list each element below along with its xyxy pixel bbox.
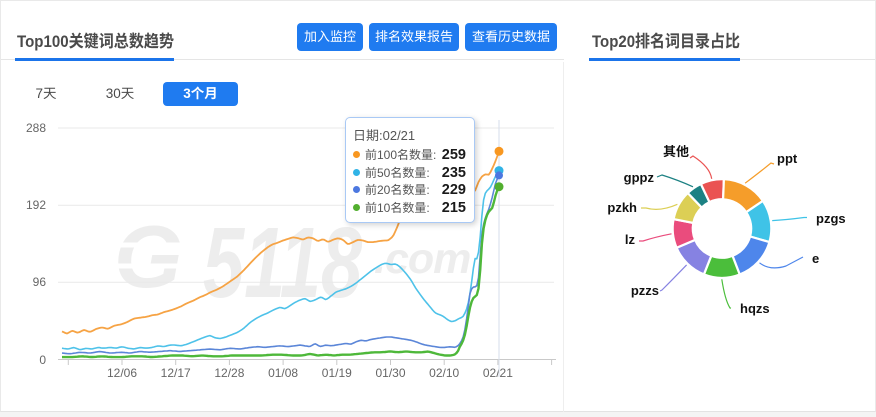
svg-text:其他: 其他 xyxy=(663,144,689,159)
svg-text:G: G xyxy=(114,207,182,306)
svg-text:01/19: 01/19 xyxy=(322,366,352,380)
svg-text:288: 288 xyxy=(26,121,46,135)
svg-text:pzkh: pzkh xyxy=(607,200,637,215)
svg-text:96: 96 xyxy=(33,275,47,289)
svg-text:pzgs: pzgs xyxy=(816,211,846,226)
svg-text:12/17: 12/17 xyxy=(161,366,191,380)
svg-text:192: 192 xyxy=(26,198,46,212)
svg-text:0: 0 xyxy=(39,353,46,367)
svg-text:hqzs: hqzs xyxy=(740,301,770,316)
svg-text:lz: lz xyxy=(625,232,636,247)
svg-text:01/30: 01/30 xyxy=(375,366,405,380)
svg-text:12/06: 12/06 xyxy=(107,366,137,380)
svg-text:5118: 5118 xyxy=(203,206,362,319)
svg-text:02/10: 02/10 xyxy=(429,366,459,380)
svg-text:12/28: 12/28 xyxy=(214,366,244,380)
svg-text:pzzs: pzzs xyxy=(631,283,659,298)
svg-text:ppt: ppt xyxy=(777,151,798,166)
svg-text:01/08: 01/08 xyxy=(268,366,298,380)
svg-text:02/21: 02/21 xyxy=(483,366,513,380)
svg-text:gppz: gppz xyxy=(624,170,655,185)
svg-text:.com: .com xyxy=(374,235,470,283)
svg-text:e: e xyxy=(812,251,819,266)
